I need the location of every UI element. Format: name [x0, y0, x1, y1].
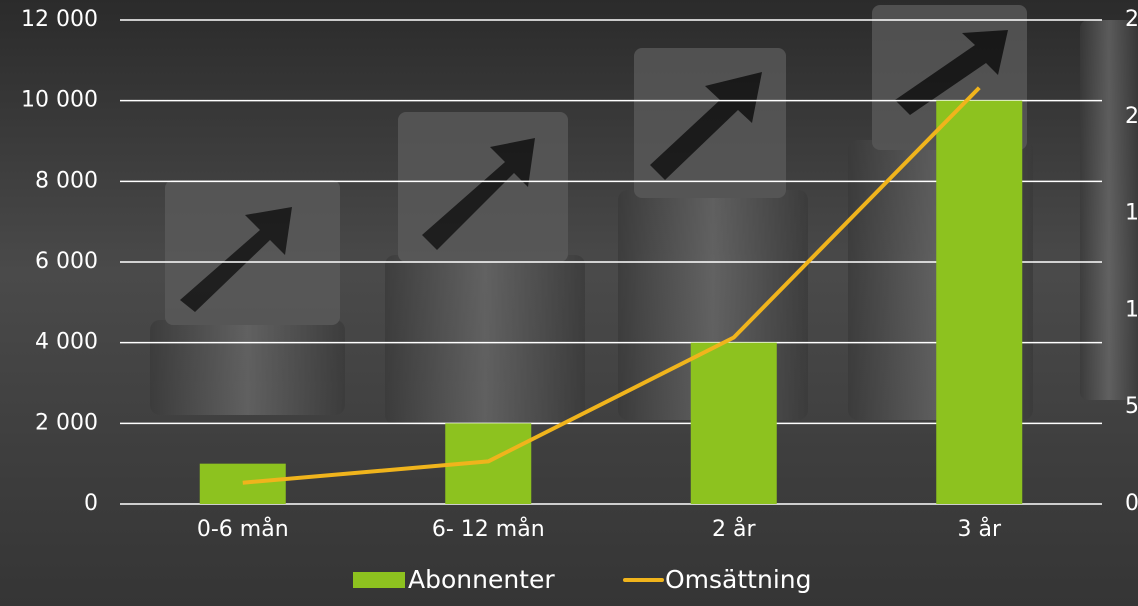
bar — [199, 463, 286, 504]
bar — [936, 100, 1023, 505]
y-tick-label: 2 000 — [35, 410, 98, 435]
plot-area: 0 2 000 4 000 6 000 8 000 10 000 12 000 0 50 100 1… — [21, 7, 1138, 542]
legend-swatch — [353, 572, 405, 588]
legend-label: Omsättning — [665, 565, 811, 594]
bar — [690, 342, 777, 504]
y-tick-label: 4 000 — [35, 330, 98, 355]
line — [242, 86, 981, 485]
y2-tick-label: 250 — [1125, 7, 1138, 32]
y-tick-label: 0 — [84, 491, 98, 516]
legend-label: Abonnenter — [408, 565, 555, 594]
y2-tick-label: 100 — [1125, 297, 1138, 322]
y-tick-label: 8 000 — [35, 168, 98, 193]
y-tick-label: 12 000 — [21, 7, 98, 32]
x-tick-label: 6- 12 mån — [432, 516, 545, 542]
y2-tick-label: 0 — [1125, 491, 1138, 516]
y-tick-label: 10 000 — [21, 88, 98, 113]
y2-tick-label: 150 — [1125, 201, 1138, 226]
y2-tick-label: 50 — [1125, 394, 1138, 419]
x-tick-label: 0-6 mån — [197, 516, 289, 542]
x-tick-label: 2 år — [712, 516, 756, 542]
y-tick-label: 6 000 — [35, 249, 98, 274]
x-tick-label: 3 år — [957, 516, 1001, 542]
y2-tick-label: 200 — [1125, 104, 1138, 129]
